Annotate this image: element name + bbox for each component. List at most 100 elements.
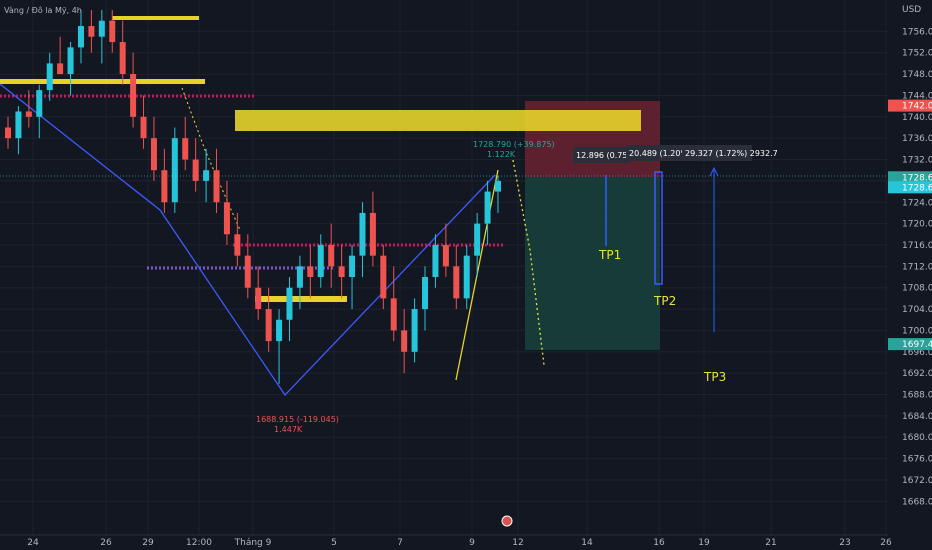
candle-body [171, 138, 178, 203]
candle-body [474, 223, 481, 256]
x-tick-label: 19 [698, 538, 710, 548]
candle-body [328, 244, 335, 267]
candle-body [463, 255, 470, 299]
x-tick-label: Tháng 9 [234, 538, 272, 548]
candle-body [150, 138, 157, 171]
candle-body [484, 191, 491, 224]
high-label-2: 1.122K [487, 150, 516, 159]
candle-body [317, 244, 324, 278]
y-tick-label: 1744.000 [902, 91, 932, 101]
y-tick-label: 1684.000 [902, 412, 932, 422]
y-tick-label: 1672.000 [902, 476, 932, 486]
x-tick-label: 26 [100, 538, 112, 548]
x-tick-label: 26 [880, 538, 892, 548]
y-tick-label: 1724.000 [902, 198, 932, 208]
y-tick-label: 1756.000 [902, 27, 932, 37]
zigzag-line [0, 83, 496, 397]
x-tick-label: 12:00 [186, 538, 212, 548]
candle-body [432, 244, 439, 278]
candle-body [349, 255, 356, 278]
y-tick-label: 1748.000 [902, 70, 932, 80]
candle-body [390, 298, 397, 331]
candle-body [15, 111, 22, 139]
price-axis-bg [888, 0, 932, 535]
tp-box-1-bg [573, 147, 629, 163]
candle-body [109, 20, 116, 43]
low-label-2: 1.447K [274, 425, 303, 434]
tp2-box [654, 171, 663, 285]
x-tick-label: 9 [469, 538, 475, 548]
candle-body [223, 202, 230, 235]
x-tick-label: 12 [512, 538, 523, 548]
y-tick-label: 1680.000 [902, 433, 932, 443]
price-label-stop: 1742.098 [902, 102, 932, 112]
y-tick-label: 1696.000 [902, 348, 932, 358]
y-tick-label: 1668.000 [902, 497, 932, 507]
candle-body [46, 63, 53, 91]
candle-body [182, 138, 189, 160]
candle-body [244, 255, 251, 288]
candle-body [25, 111, 32, 117]
top-yellow-line [112, 16, 199, 20]
candle-body [286, 287, 293, 320]
left-projection-dotted [181, 87, 241, 231]
candle-body [380, 255, 387, 299]
y-tick-label: 1720.000 [902, 220, 932, 230]
target-zone [525, 177, 660, 350]
symbol-header: Vàng / Đô la Mỹ, 4h [4, 5, 82, 15]
candle-body [255, 287, 262, 310]
currency-label: USD [902, 5, 921, 15]
candle-body [57, 63, 64, 75]
price-label-last: 1728.675 [902, 173, 932, 183]
candle-body [453, 266, 460, 299]
projection-dotted [512, 159, 545, 366]
price-labels: 1742.098 1728.6751728.670 1697.437 [888, 99, 932, 351]
candle-body [276, 319, 283, 342]
high-label-1: 1728.790 (+39.875) [473, 140, 555, 149]
y-tick-label: 1712.000 [902, 262, 932, 272]
x-tick-label: 29 [142, 538, 154, 548]
left-yellow-line [0, 79, 205, 84]
y-tick-label: 1692.000 [902, 369, 932, 379]
y-tick-label: 1716.000 [902, 241, 932, 251]
x-tick-label: 23 [839, 538, 850, 548]
candles [5, 10, 501, 384]
price-label-bg [888, 338, 932, 351]
candle-body [442, 244, 449, 267]
y-tick-label: 1700.000 [902, 326, 932, 336]
tp1-label: TP1 [598, 248, 621, 262]
candle-body [495, 180, 501, 192]
candle-body [140, 116, 147, 139]
price-label-bg [888, 171, 932, 184]
price-axis[interactable]: 1668.000 1672.000 1676.000 1680.000 1684.000… [902, 27, 932, 507]
y-tick-label: 1708.000 [902, 284, 932, 294]
price-label-target: 1697.437 [902, 340, 932, 350]
y-tick-label: 1732.000 [902, 156, 932, 166]
low-label-1: 1688.915 (-119.045) [256, 415, 339, 424]
x-tick-label: 5 [331, 538, 337, 548]
candle-body [77, 26, 84, 48]
price-label-bg [888, 99, 932, 112]
candle-body [296, 266, 303, 288]
x-tick-label: 16 [653, 538, 665, 548]
candle-body [98, 20, 105, 37]
candle-body [265, 309, 272, 342]
tp2-label: TP2 [653, 294, 676, 308]
resistance-zone [235, 110, 641, 131]
event-icon[interactable] [501, 515, 513, 527]
tp-box-3-text: 29.327 (1.72%) 2932.7 [685, 149, 778, 158]
tp3-label: TP3 [703, 370, 726, 384]
y-tick-label: 1752.000 [902, 49, 932, 59]
x-tick-label: 14 [581, 538, 593, 548]
price-label-entry: 1728.670 [902, 183, 932, 193]
x-tick-label: 21 [765, 538, 776, 548]
candle-body [359, 212, 366, 256]
candle-body [192, 159, 199, 181]
time-axis[interactable]: 24 26 29 12:00 Tháng 9 5 7 9 12 14 16 19 21 23 26 [27, 538, 892, 548]
candle-body [67, 47, 74, 75]
tp-box-1-text: 12.896 (0.75%) 12 [576, 151, 651, 160]
x-tick-label: 7 [397, 538, 403, 548]
candle-body [213, 170, 220, 203]
